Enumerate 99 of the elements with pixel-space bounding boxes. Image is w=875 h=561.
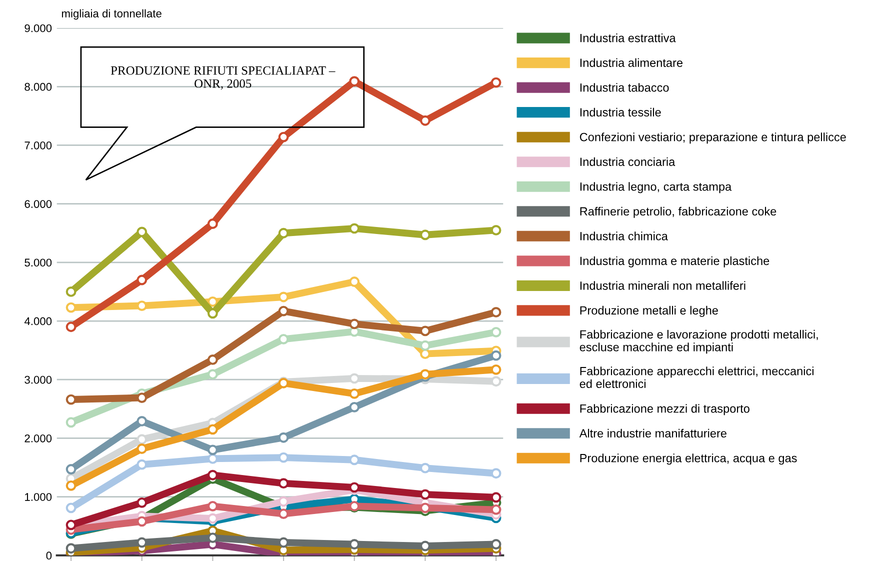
point (278, 478, 289, 489)
legend-label: Fabbricazione e lavorazione prodotti metallici, escluse macchine ed impianti (580, 330, 818, 354)
point (490, 468, 502, 479)
point (420, 230, 430, 240)
point (66, 322, 76, 332)
point (490, 376, 502, 387)
legend-label: Industria tabacco (580, 83, 669, 92)
y-tick-label: 6.000 (24, 200, 52, 208)
point (207, 354, 218, 365)
legend-label: Industria legno, carta stampa (580, 182, 732, 194)
point (136, 300, 148, 311)
point (136, 434, 148, 445)
point (136, 459, 148, 470)
y-tick-label: 4.000 (24, 317, 52, 326)
point (66, 286, 76, 297)
y-tick-label: 7.000 (24, 142, 52, 150)
point (278, 334, 289, 344)
point (66, 394, 76, 405)
point (349, 276, 360, 287)
point (136, 392, 148, 403)
point (490, 492, 502, 503)
legend-label: Fabbricazione apparecchi elettrici, meccanici ed elettronici (580, 366, 814, 388)
point (420, 348, 430, 360)
point (207, 424, 218, 435)
point (66, 417, 76, 428)
legend-label: Industria tessile (580, 108, 661, 116)
point (490, 224, 502, 236)
point (349, 223, 360, 234)
point (66, 302, 76, 313)
point (490, 326, 502, 338)
y-tick-label: 9.000 (24, 24, 52, 32)
annotation: PRODUZIONE RIFIUTI SPECIALIAPAT – ONR, 2005 (110, 66, 336, 90)
point (66, 502, 76, 514)
point (136, 516, 148, 527)
point (207, 218, 218, 229)
point (349, 373, 360, 384)
y-tick-label: 5.000 (24, 258, 52, 267)
point (207, 513, 218, 524)
legend-label: Industria estrattiva (580, 34, 676, 42)
legend-label: Industria chimica (580, 232, 668, 240)
legend-label: Industria conciaria (580, 157, 676, 166)
point (136, 226, 148, 238)
y-tick-label: 1.000 (25, 493, 52, 501)
point (349, 454, 360, 466)
legend-label: Produzione energia elettrica, acqua e gas (580, 454, 797, 465)
point (207, 532, 218, 544)
legend-label: Fabbricazione mezzi di trasporto (580, 404, 750, 416)
legend-label: Raffinerie petrolio, fabbricazione coke (580, 206, 776, 218)
point (278, 537, 289, 548)
point (420, 340, 430, 351)
point (490, 504, 502, 515)
point (349, 388, 360, 399)
point (278, 306, 289, 316)
point (490, 77, 502, 88)
legend-label: Confezioni vestiario; preparazione e tintura pellicce (580, 132, 846, 144)
legend-label: Industria alimentare (580, 58, 682, 67)
point (278, 228, 289, 238)
point (207, 500, 218, 512)
point (207, 296, 218, 307)
legend-label: Industria minerali non metalliferi (580, 281, 746, 290)
point (349, 539, 360, 550)
legend-label: Industria gomma e materie plastiche (580, 256, 770, 268)
point (136, 416, 148, 426)
point (490, 364, 502, 375)
point (490, 307, 502, 318)
point (66, 543, 76, 554)
legend-label: Produzione metalli e leghe (580, 306, 718, 317)
point (66, 464, 76, 474)
point (136, 444, 148, 454)
legend-label: Altre industrie manifatturiere (579, 428, 726, 438)
point (278, 496, 289, 507)
y-axis-title: migliaia di tonnellate (62, 9, 162, 20)
point (349, 482, 360, 493)
point (420, 326, 430, 336)
point (420, 462, 430, 474)
y-tick-label: 3.000 (24, 376, 52, 384)
point (278, 452, 289, 463)
point (349, 76, 360, 87)
point (207, 444, 218, 456)
point (136, 537, 148, 548)
point (420, 489, 430, 500)
point (136, 497, 148, 508)
y-tick-label: 0 (46, 552, 52, 560)
point (278, 292, 289, 302)
point (349, 402, 360, 412)
point (349, 318, 360, 330)
point (278, 508, 289, 519)
point (490, 350, 502, 361)
point (207, 369, 218, 380)
point (420, 115, 430, 126)
y-tick-label: 8.000 (24, 82, 52, 91)
point (66, 480, 76, 491)
point (207, 454, 218, 464)
point (490, 539, 502, 550)
point (136, 274, 148, 286)
point (278, 132, 289, 142)
point (278, 432, 289, 443)
point (207, 470, 218, 480)
y-tick-label: 2.000 (24, 434, 52, 442)
